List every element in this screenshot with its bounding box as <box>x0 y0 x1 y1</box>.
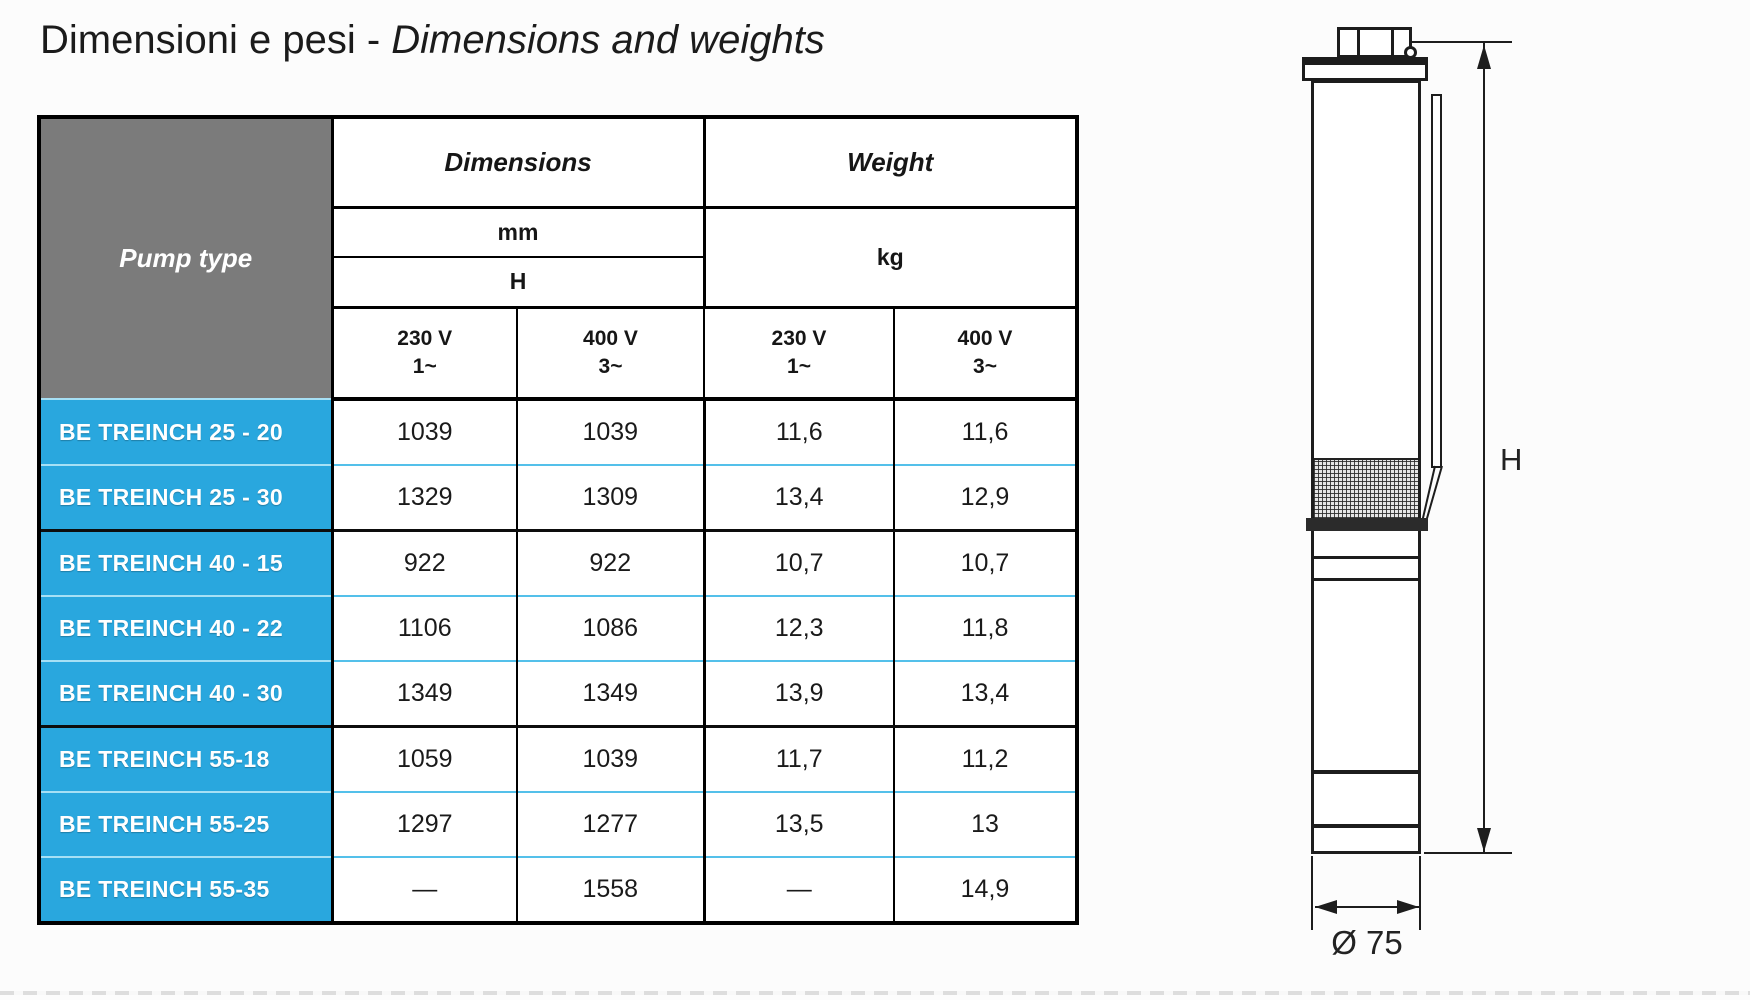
pump-name-cell: BE TREINCH 25 - 30 <box>39 464 334 531</box>
value-cell-h-400v: 1558 <box>516 856 704 923</box>
dimensions-weights-table: Pump type Dimensions Weight mm kg H 230 … <box>37 115 1079 925</box>
motor-base-line <box>1311 770 1421 774</box>
height-dimension-line <box>1483 43 1485 854</box>
value-cell-kg-230v: 12,3 <box>702 595 894 661</box>
value-cell-kg-230v: 13,5 <box>702 791 894 857</box>
value-cell-kg-400v: 11,8 <box>893 595 1077 661</box>
title-italian: Dimensioni e pesi - <box>40 18 392 62</box>
value-cell-h-400v: 1349 <box>516 660 704 727</box>
table-row: BE TREINCH 55-35—1558—14,9 <box>39 856 1077 923</box>
pump-type-header: Pump type <box>39 117 334 399</box>
value-cell-h-400v: 1039 <box>516 399 704 465</box>
pump-name-cell: BE TREINCH 40 - 15 <box>39 529 334 596</box>
value-cell-kg-230v: 11,7 <box>702 725 894 792</box>
diameter-extension-line <box>1311 856 1313 930</box>
value-cell-kg-400v: 11,6 <box>893 399 1077 465</box>
pump-name-cell: BE TREINCH 25 - 20 <box>39 398 334 465</box>
discharge-port-segment-line <box>1391 30 1394 55</box>
cable-guard-strip <box>1431 94 1442 468</box>
value-cell-h-400v: 1039 <box>516 725 704 792</box>
table-row: BE TREINCH 40 - 22 1106 1086 12,3 11,8 <box>39 595 1077 661</box>
cable-gland <box>1404 46 1417 59</box>
page-title: Dimensioni e pesi - Dimensions and weigh… <box>40 18 825 63</box>
dimension-arrow-left <box>1315 900 1337 914</box>
pump-name-cell: BE TREINCH 40 - 30 <box>39 660 334 727</box>
value-cell-h-230v: 1329 <box>332 464 517 531</box>
strainer-flange-band <box>1306 518 1428 531</box>
height-bottom-reference-line <box>1424 852 1512 854</box>
value-cell-h-230v: 1059 <box>332 725 517 792</box>
pump-name-cell: BE TREINCH 55-25 <box>39 791 334 857</box>
value-cell-h-230v: 1297 <box>332 791 517 857</box>
value-cell-kg-230v: 13,4 <box>702 464 894 531</box>
pump-name-cell: BE TREINCH 55-35 <box>39 856 334 923</box>
suction-strainer-mesh <box>1314 458 1418 518</box>
motor-coupling-line <box>1311 556 1421 559</box>
kg-unit-header: kg <box>702 207 1077 309</box>
dimension-arrow-right <box>1397 900 1419 914</box>
table-row: BE TREINCH 25 - 20 1039 1039 11,6 11,6 <box>39 398 1077 465</box>
discharge-port-segment-line <box>1357 30 1360 55</box>
table-row: BE TREINCH 55-25 1297 1277 13,5 13 <box>39 791 1077 857</box>
value-cell-kg-400v: 11,2 <box>893 725 1077 792</box>
voltage-header: 400 V 3~ <box>893 307 1077 401</box>
diameter-extension-line <box>1419 856 1421 930</box>
pump-discharge-port <box>1337 27 1412 58</box>
scan-artifact-line <box>0 991 1750 995</box>
value-cell-h-400v: 1277 <box>516 791 704 857</box>
weight-group-header: Weight <box>702 117 1077 209</box>
value-cell-kg-230v: — <box>702 856 894 923</box>
voltage-header: 230 V 1~ <box>703 307 894 401</box>
value-cell-h-400v: 1309 <box>516 464 704 531</box>
h-dimension-header: H <box>332 257 704 309</box>
pump-name-cell: BE TREINCH 40 - 22 <box>39 595 334 661</box>
value-cell-kg-400v: 10,7 <box>893 529 1077 596</box>
value-cell-h-400v: 922 <box>516 529 704 596</box>
table-row: BE TREINCH 55-18 1059 1039 11,7 11,2 <box>39 725 1077 792</box>
title-english: Dimensions and weights <box>391 18 825 62</box>
value-cell-kg-230v: 13,9 <box>702 660 894 727</box>
height-dimension-label: H <box>1500 442 1523 477</box>
value-cell-kg-230v: 11,6 <box>702 399 894 465</box>
pump-name-cell: BE TREINCH 55-18 <box>39 725 334 792</box>
value-cell-h-230v: 1039 <box>332 399 517 465</box>
pump-top-collar <box>1302 57 1428 81</box>
value-cell-kg-400v: 13 <box>893 791 1077 857</box>
voltage-header: 230 V 1~ <box>332 307 517 401</box>
diameter-dimension-label: Ø 75 <box>1331 924 1403 961</box>
diameter-dimension-line <box>1315 906 1419 908</box>
value-cell-h-230v: 1106 <box>332 595 517 661</box>
value-cell-h-230v: 922 <box>332 529 517 596</box>
value-cell-kg-230v: 10,7 <box>702 529 894 596</box>
table-row: BE TREINCH 40 - 30 1349 1349 13,9 13,4 <box>39 660 1077 727</box>
table-row: BE TREINCH 40 - 15 922 922 10,7 10,7 <box>39 529 1077 596</box>
value-cell-kg-400v: 14,9 <box>893 856 1077 923</box>
voltage-header: 400 V 3~ <box>516 307 704 401</box>
motor-coupling-line <box>1311 578 1421 581</box>
value-cell-h-230v: — <box>332 856 517 923</box>
dimension-arrow-up <box>1477 45 1491 69</box>
value-cell-h-400v: 1086 <box>516 595 704 661</box>
dimension-arrow-down <box>1477 828 1491 852</box>
value-cell-kg-400v: 12,9 <box>893 464 1077 531</box>
motor-base-line <box>1311 824 1421 828</box>
mm-unit-header: mm <box>332 207 704 258</box>
value-cell-kg-400v: 13,4 <box>893 660 1077 727</box>
dimensions-group-header: Dimensions <box>332 117 704 209</box>
height-top-reference-line <box>1412 41 1512 43</box>
table-row: BE TREINCH 25 - 30 1329 1309 13,4 12,9 <box>39 464 1077 531</box>
value-cell-h-230v: 1349 <box>332 660 517 727</box>
